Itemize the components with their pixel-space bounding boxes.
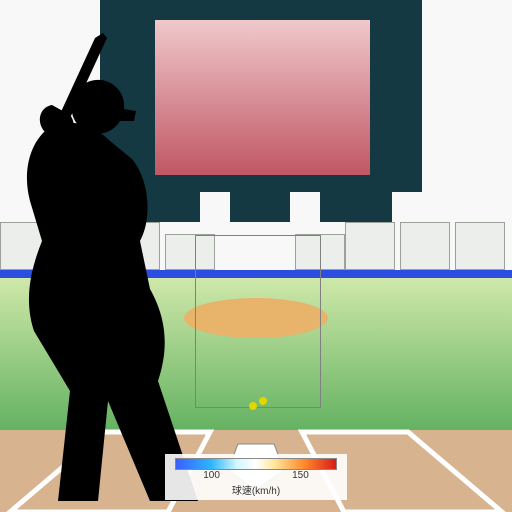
colorbar <box>175 458 337 470</box>
colorbar-tick: 100 <box>203 470 220 481</box>
scoreboard-support <box>230 192 290 222</box>
speed-legend: 100 150球速(km/h) <box>165 454 347 500</box>
colorbar-axis-label: 球速(km/h) <box>173 482 339 497</box>
batter-silhouette <box>0 30 210 512</box>
colorbar-ticks: 100 150 <box>176 470 336 484</box>
seating-section <box>400 222 450 270</box>
seating-section <box>345 222 395 270</box>
pitch-marker <box>249 402 257 410</box>
seating-section <box>455 222 505 270</box>
scoreboard-support <box>320 192 392 222</box>
pitch-marker <box>259 397 267 405</box>
colorbar-tick: 150 <box>292 470 309 481</box>
strike-zone <box>195 235 321 408</box>
